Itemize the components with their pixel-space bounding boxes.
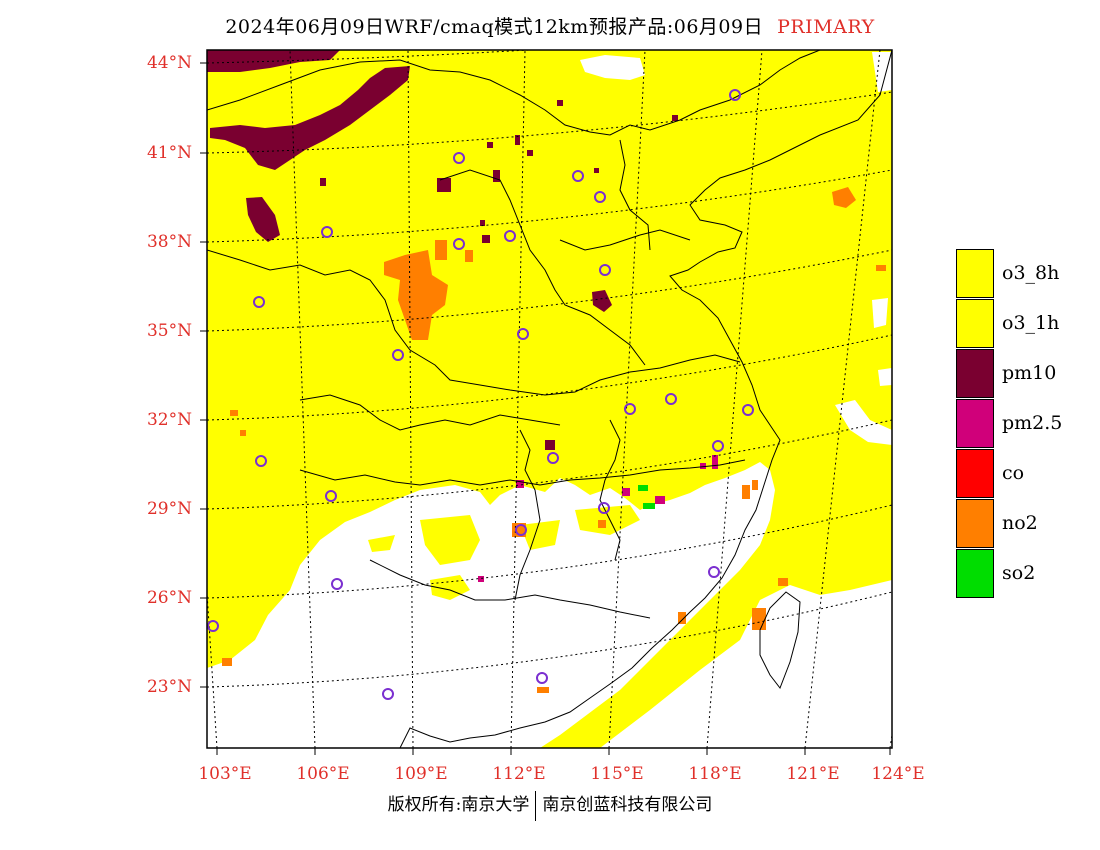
lat-label-35: 35°N xyxy=(146,321,192,341)
city-marker xyxy=(515,524,527,536)
province-line-6 xyxy=(559,229,691,251)
legend-swatch xyxy=(956,499,994,548)
no2-dalian xyxy=(832,187,856,208)
legend-swatch xyxy=(956,449,994,498)
city-marker xyxy=(453,238,465,250)
legend-swatch xyxy=(956,299,994,348)
lat-label-32: 32°N xyxy=(146,410,192,430)
legend-label: pm10 xyxy=(1002,362,1057,384)
city-marker xyxy=(594,191,606,203)
province-line-5 xyxy=(369,559,651,619)
clean-area-northeast xyxy=(872,52,892,92)
lon-label-121: 121°E xyxy=(786,764,840,784)
city-marker xyxy=(517,328,529,340)
city-marker xyxy=(321,226,333,238)
city-marker xyxy=(331,578,343,590)
legend-swatch xyxy=(956,349,994,398)
so2-areas xyxy=(638,485,655,509)
clean-area-east-1 xyxy=(872,298,888,328)
city-marker xyxy=(453,152,465,164)
copyright: 版权所有:南京大学 南京创蓝科技有限公司 xyxy=(0,790,1100,821)
city-marker xyxy=(712,440,724,452)
copyright-owner: 版权所有:南京大学 xyxy=(387,795,530,815)
lat-label-29: 29°N xyxy=(146,499,192,519)
legend-label: no2 xyxy=(1002,512,1038,534)
city-marker xyxy=(729,89,741,101)
city-marker xyxy=(536,672,548,684)
city-marker xyxy=(547,452,559,464)
lat-label-44: 44°N xyxy=(146,53,192,73)
city-marker xyxy=(665,393,677,405)
clean-area-east-3 xyxy=(835,400,892,445)
map-title: 2024年06月09日WRF/cmaq模式12km预报产品:06月09日 PRIM… xyxy=(0,12,1100,39)
clean-area-south xyxy=(207,462,775,748)
coastline xyxy=(399,50,892,748)
city-marker xyxy=(382,688,394,700)
legend-swatch xyxy=(956,249,994,298)
map-title-text: 2024年06月09日WRF/cmaq模式12km预报产品:06月09日 xyxy=(225,16,764,38)
primary-tag: PRIMARY xyxy=(777,16,875,38)
city-marker xyxy=(504,230,516,242)
pm10-inner-mongolia xyxy=(210,66,410,170)
legend-label: o3_8h xyxy=(1002,262,1060,284)
lon-label-103: 103°E xyxy=(198,764,252,784)
pm25-areas xyxy=(478,455,718,582)
lat-gridlines xyxy=(207,50,892,688)
pm10-west xyxy=(246,197,280,242)
no2-areas xyxy=(222,187,886,693)
lat-label-41: 41°N xyxy=(146,143,192,163)
legend-swatch xyxy=(956,399,994,448)
axis-ticks xyxy=(200,62,891,755)
lon-gridlines xyxy=(207,50,892,748)
o3-islands-south xyxy=(207,505,640,640)
clean-area-east-2 xyxy=(878,368,892,386)
copyright-company: 南京创蓝科技有限公司 xyxy=(542,795,713,815)
lat-label-23: 23°N xyxy=(146,677,192,697)
city-marker xyxy=(742,404,754,416)
clean-area-north xyxy=(580,55,645,80)
city-marker xyxy=(253,296,265,308)
province-line-8 xyxy=(514,429,541,601)
city-marker xyxy=(392,349,404,361)
lon-label-112: 112°E xyxy=(492,764,546,784)
lon-label-124: 124°E xyxy=(871,764,925,784)
taiwan-outline xyxy=(759,591,801,690)
city-marker xyxy=(708,566,720,578)
city-marker xyxy=(599,264,611,276)
pm10-shanxi xyxy=(592,290,612,312)
city-marker xyxy=(572,170,584,182)
city-marker xyxy=(207,620,219,632)
city-marker xyxy=(624,403,636,415)
no2-shaanxi xyxy=(384,250,448,340)
lon-label-118: 118°E xyxy=(688,764,742,784)
legend-swatch xyxy=(956,549,994,598)
copyright-separator xyxy=(535,790,537,821)
lon-label-115: 115°E xyxy=(590,764,644,784)
province-line-4 xyxy=(299,394,561,431)
lon-label-106: 106°E xyxy=(296,764,350,784)
city-marker xyxy=(598,502,610,514)
province-line-9 xyxy=(599,419,621,561)
legend-label: o3_1h xyxy=(1002,312,1060,334)
city-markers xyxy=(207,89,754,700)
legend-label: so2 xyxy=(1002,562,1036,584)
map-frame xyxy=(206,49,893,749)
city-marker xyxy=(325,490,337,502)
province-line-7 xyxy=(619,139,651,251)
province-line-2 xyxy=(439,169,646,366)
legend-label: pm2.5 xyxy=(1002,412,1063,434)
province-line-1 xyxy=(207,249,741,396)
lat-label-38: 38°N xyxy=(146,232,192,252)
city-marker xyxy=(255,455,267,467)
lat-label-26: 26°N xyxy=(146,588,192,608)
legend-label: co xyxy=(1002,462,1025,484)
province-line-3 xyxy=(299,459,746,486)
lon-label-109: 109°E xyxy=(394,764,448,784)
